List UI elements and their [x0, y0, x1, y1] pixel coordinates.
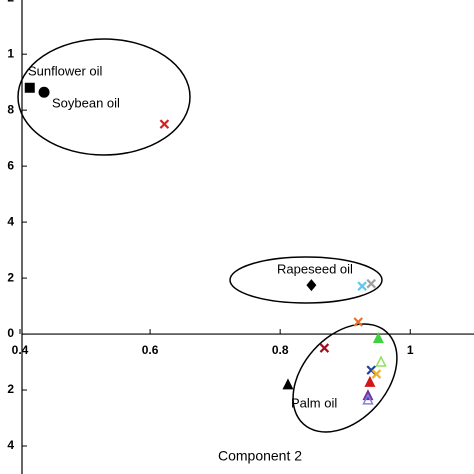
point [319, 343, 330, 353]
x-tick-label: 0.4 [12, 343, 29, 357]
annotation: Palm oil [291, 395, 337, 410]
annotation: Sunflower oil [28, 63, 103, 78]
point [357, 281, 367, 291]
y-tick-label: 6 [7, 158, 14, 172]
x-axis-label: Component 2 [218, 448, 302, 464]
annotation: Soybean oil [52, 95, 120, 110]
cluster-ellipse [17, 38, 191, 156]
point [38, 86, 50, 98]
cluster-ellipse [292, 323, 398, 433]
y-tick-label: 2 [7, 270, 14, 284]
point [364, 375, 376, 387]
y-tick-label: 4 [7, 438, 14, 452]
point [372, 331, 384, 343]
x-tick-label: 0.6 [142, 343, 159, 357]
y-tick-label: 4 [7, 214, 14, 228]
point [371, 369, 382, 379]
cluster-ellipse [229, 256, 383, 304]
x-tick-label: 0.8 [272, 343, 289, 357]
point [24, 82, 35, 93]
y-tick-label: 8 [7, 102, 14, 116]
annotation: Rapeseed oil [277, 261, 353, 276]
point [375, 355, 387, 367]
x-tick-label: 1 [407, 343, 414, 357]
point [306, 279, 317, 292]
point [282, 378, 294, 390]
y-tick-label: 2 [7, 382, 14, 396]
point [353, 317, 364, 327]
y-tick-label: 2 [7, 0, 14, 4]
y-tick-label: 0 [7, 326, 14, 340]
y-tick-label: 1 [7, 46, 14, 60]
point [159, 119, 170, 129]
point [362, 393, 374, 405]
point [366, 278, 377, 289]
